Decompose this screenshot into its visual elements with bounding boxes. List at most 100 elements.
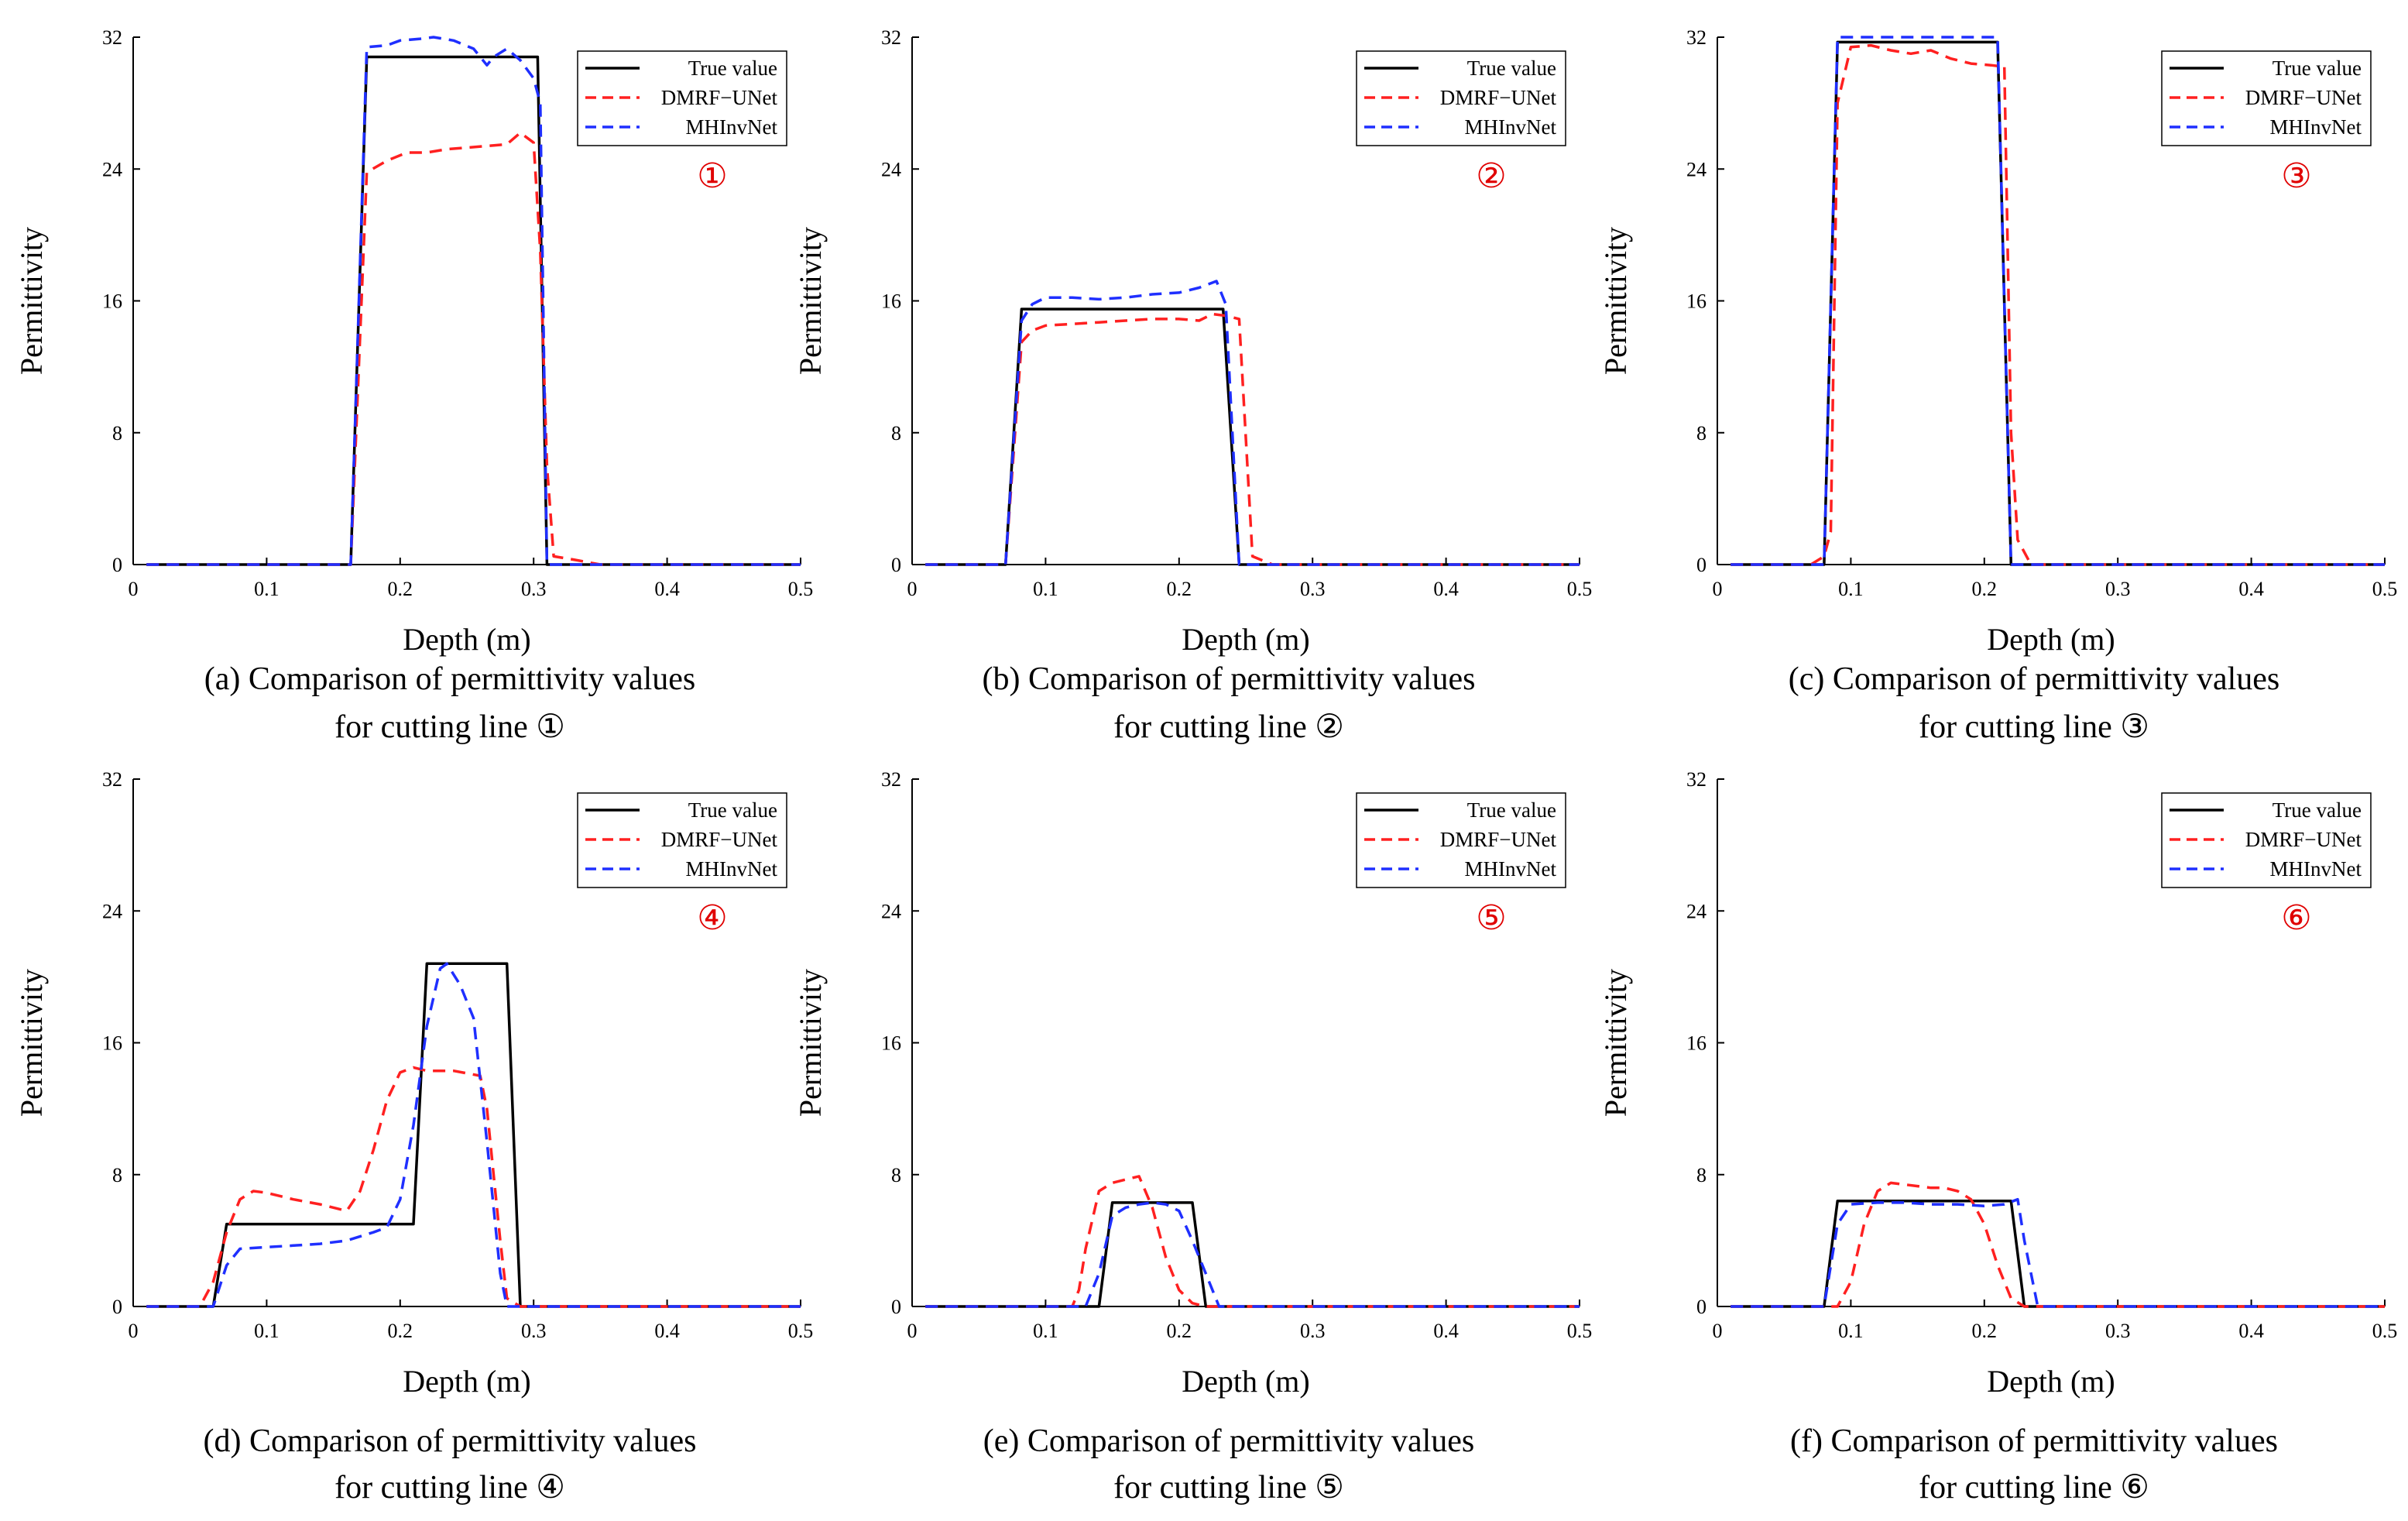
- series-line-dmrf-unet: [925, 312, 1580, 566]
- y-tick-label: 32: [102, 768, 122, 791]
- x-tick-label: 0.3: [1300, 578, 1326, 600]
- y-axis-label: Permittivity: [793, 227, 828, 375]
- y-tick-label: 0: [112, 554, 122, 576]
- cutting-line-marker: ④: [697, 899, 727, 937]
- y-tick-label: 32: [102, 26, 122, 49]
- y-axis-label: Permittivity: [14, 227, 49, 375]
- x-axis-label: Depth (m): [1182, 1364, 1310, 1399]
- x-tick-label: 0.1: [254, 578, 280, 600]
- x-tick-label: 0.2: [1972, 578, 1998, 600]
- panel-caption-line1: (d) Comparison of permittivity values: [204, 1423, 697, 1459]
- panel-caption-line2: for cutting line ⑥: [1919, 1470, 2149, 1506]
- y-tick-label: 24: [881, 158, 901, 180]
- y-tick-label: 8: [891, 1164, 901, 1186]
- x-tick-label: 0.3: [2105, 1320, 2131, 1342]
- legend: True value DMRF−UNet MHInvNet: [1356, 792, 1566, 888]
- cutting-line-marker: ⑥: [2281, 899, 2311, 937]
- legend-entry: DMRF−UNet: [1440, 86, 1557, 109]
- legend-entry: DMRF−UNet: [1440, 828, 1557, 851]
- legend: True value DMRF−UNet MHInvNet: [1356, 50, 1566, 146]
- series-line-true-value: [1731, 1200, 2385, 1308]
- y-axis-label: Permittivity: [14, 969, 49, 1117]
- x-tick-label: 0.2: [1167, 578, 1192, 600]
- y-tick-label: 24: [102, 900, 122, 922]
- y-tick-label: 16: [102, 1032, 122, 1055]
- legend-entry: True value: [688, 798, 777, 822]
- legend-entry: DMRF−UNet: [2245, 828, 2362, 851]
- y-tick-label: 24: [881, 900, 901, 922]
- x-axis-label: Depth (m): [1182, 622, 1310, 657]
- chart-panel-6: 0 0.1 0.2 0.3 0.4 0.5 0 8 16 24 32 Depth (m) Permitt…: [1598, 768, 2397, 1506]
- x-tick-label: 0.5: [1567, 578, 1593, 600]
- x-tick-label: 0.5: [788, 1320, 814, 1342]
- y-tick-label: 32: [881, 26, 901, 49]
- legend-entry: DMRF−UNet: [2245, 86, 2362, 109]
- legend: True value DMRF−UNet MHInvNet: [577, 792, 787, 888]
- x-tick-label: 0: [907, 578, 918, 600]
- chart-panel-1: 0 0.1 0.2 0.3 0.4 0.5 0 8 16 24 32 Depth (m) Permitt…: [14, 26, 813, 745]
- y-tick-label: 16: [102, 290, 122, 313]
- x-tick-label: 0.5: [2372, 578, 2398, 600]
- chart-panel-2: 0 0.1 0.2 0.3 0.4 0.5 0 8 16 24 32 Depth (m) Permitt…: [793, 26, 1592, 745]
- x-tick-label: 0.4: [2238, 1320, 2264, 1342]
- x-tick-label: 0.2: [1972, 1320, 1998, 1342]
- x-tick-label: 0.3: [2105, 578, 2131, 600]
- y-axis-label: Permittivity: [1598, 227, 1633, 375]
- legend: True value DMRF−UNet MHInvNet: [577, 50, 787, 146]
- y-tick-label: 0: [1696, 1296, 1707, 1318]
- y-tick-label: 16: [881, 1032, 901, 1055]
- y-tick-label: 32: [881, 768, 901, 791]
- panel-caption-line2: for cutting line ④: [334, 1470, 565, 1506]
- panel-caption-line1: (b) Comparison of permittivity values: [983, 661, 1476, 697]
- y-tick-label: 8: [891, 422, 901, 445]
- panel-caption-line1: (e) Comparison of permittivity values: [983, 1423, 1475, 1459]
- series-line-dmrf-unet: [1731, 43, 2385, 566]
- panel-caption-line1: (a) Comparison of permittivity values: [204, 661, 696, 697]
- panel-caption-line2: for cutting line ③: [1919, 709, 2149, 745]
- y-tick-label: 24: [1686, 158, 1707, 180]
- y-tick-label: 16: [1686, 1032, 1707, 1055]
- y-tick-label: 16: [1686, 290, 1707, 313]
- y-tick-label: 0: [112, 1296, 122, 1318]
- legend-entry: True value: [688, 57, 777, 80]
- x-tick-label: 0.1: [254, 1320, 280, 1342]
- x-tick-label: 0.4: [654, 1320, 680, 1342]
- legend: True value DMRF−UNet MHInvNet: [2161, 792, 2372, 888]
- x-tick-label: 0.5: [1567, 1320, 1593, 1342]
- series-line-true-value: [925, 1201, 1580, 1308]
- legend-entry: DMRF−UNet: [661, 828, 778, 851]
- y-tick-label: 0: [891, 554, 901, 576]
- cutting-line-marker: ②: [1476, 157, 1506, 195]
- chart-panel-3: 0 0.1 0.2 0.3 0.4 0.5 0 8 16 24 32 Depth (m) Permitt…: [1598, 26, 2397, 745]
- series-line-mhinvnet: [925, 1201, 1580, 1308]
- legend-entry: MHInvNet: [1465, 857, 1557, 881]
- y-tick-label: 32: [1686, 768, 1707, 791]
- panel-caption-line1: (f) Comparison of permittivity values: [1790, 1423, 2278, 1459]
- x-tick-label: 0.5: [788, 578, 814, 600]
- y-tick-label: 8: [1696, 1164, 1707, 1186]
- x-tick-label: 0.4: [2238, 578, 2264, 600]
- x-tick-label: 0: [1713, 578, 1723, 600]
- y-tick-label: 8: [112, 422, 122, 445]
- y-tick-label: 32: [1686, 26, 1707, 49]
- series-line-mhinvnet: [1731, 1197, 2385, 1308]
- series-line-dmrf-unet: [146, 131, 801, 566]
- x-tick-label: 0: [1713, 1320, 1723, 1342]
- y-tick-label: 8: [112, 1164, 122, 1186]
- x-tick-label: 0.1: [1033, 578, 1058, 600]
- panel-caption-line2: for cutting line ⑤: [1113, 1470, 1344, 1506]
- panel-caption-line1: (c) Comparison of permittivity values: [1789, 661, 2280, 697]
- x-tick-label: 0.1: [1838, 578, 1864, 600]
- panel-caption-line2: for cutting line ②: [1113, 709, 1344, 745]
- cutting-line-marker: ⑤: [1476, 899, 1506, 937]
- chart-panel-5: 0 0.1 0.2 0.3 0.4 0.5 0 8 16 24 32 Depth (m) Permitt…: [793, 768, 1592, 1506]
- y-tick-label: 16: [881, 290, 901, 313]
- series-line-dmrf-unet: [146, 1066, 801, 1308]
- cutting-line-marker: ③: [2281, 157, 2311, 195]
- legend-entry: MHInvNet: [1465, 115, 1557, 139]
- x-tick-label: 0: [129, 578, 139, 600]
- legend-entry: MHInvNet: [2270, 115, 2362, 139]
- series-line-true-value: [146, 962, 801, 1308]
- panel-caption-line2: for cutting line ①: [334, 709, 565, 745]
